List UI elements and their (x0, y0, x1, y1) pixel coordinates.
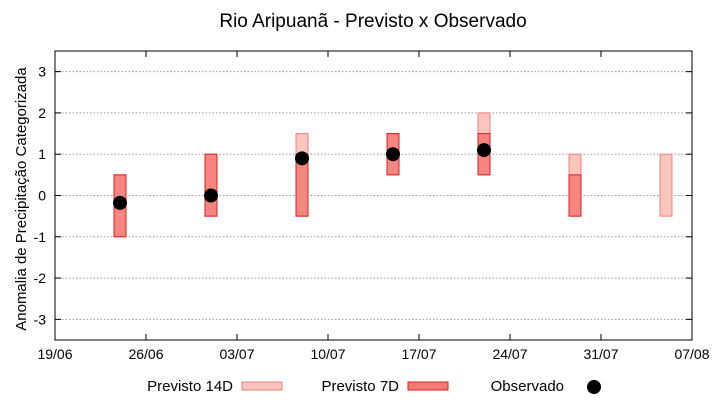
series-observado (113, 143, 491, 210)
ytick-label: 0 (38, 188, 46, 204)
xtick-label: 19/06 (37, 346, 72, 362)
ytick-label: -2 (34, 270, 47, 286)
observado-point (113, 195, 127, 210)
xtick-label: 26/06 (128, 346, 163, 362)
legend-swatch-previsto-14d (241, 381, 283, 391)
xtick-label: 03/07 (219, 346, 254, 362)
chart-title: Rio Aripuanã - Previsto x Observado (219, 11, 526, 32)
series-previsto-7d (113, 133, 582, 238)
legend: Previsto 14D Previsto 7D Observado (147, 378, 601, 395)
ytick-label: -1 (34, 229, 47, 245)
xtick-label: 10/07 (310, 346, 345, 362)
ytick-label: 1 (38, 146, 46, 162)
axis-ticks: -3 -2 -1 0 1 2 3 19/06 26/06 03/07 10/07 17/07 24/07… (34, 51, 710, 362)
range-bar-7d (568, 174, 582, 217)
legend-label-previsto-14d: Previsto 14D (147, 378, 233, 395)
legend-swatch-previsto-7d (407, 381, 449, 391)
legend-label-previsto-7d: Previsto 7D (321, 378, 399, 395)
observado-point (386, 147, 400, 162)
observado-point (204, 188, 218, 203)
xtick-label: 07/08 (674, 346, 709, 362)
observado-point (295, 151, 309, 166)
xtick-label: 24/07 (492, 346, 527, 362)
range-bar-7d (204, 153, 218, 217)
observado-point (477, 143, 491, 158)
xtick-label: 17/07 (401, 346, 436, 362)
legend-label-observado: Observado (491, 378, 564, 395)
ytick-label: -3 (34, 311, 47, 327)
range-bar-14d (659, 153, 673, 217)
ytick-label: 3 (38, 64, 46, 80)
y-axis-label: Anomalia de Precipitação Categorizada (13, 67, 30, 331)
grid (55, 71, 692, 320)
ytick-label: 2 (38, 105, 46, 121)
xtick-label: 31/07 (583, 346, 618, 362)
legend-marker-observado (587, 380, 601, 394)
